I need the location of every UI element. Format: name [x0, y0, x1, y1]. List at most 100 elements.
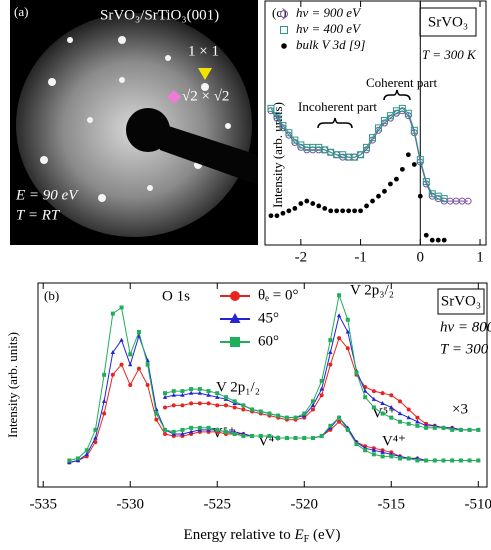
marker: [399, 166, 405, 172]
marker: [180, 403, 185, 408]
marker: [223, 429, 228, 434]
marker: [268, 213, 274, 219]
marker: [337, 336, 342, 341]
marker: [281, 43, 287, 49]
x-tick-label: -535: [29, 496, 57, 512]
marker: [136, 329, 141, 334]
marker: [206, 389, 211, 394]
marker: [422, 178, 430, 186]
x-label-part: (eV): [309, 527, 340, 543]
annotation: V 2p₃/₂: [350, 282, 394, 298]
marker: [441, 237, 447, 243]
marker: [250, 407, 255, 412]
marker: [382, 188, 387, 194]
marker: [424, 425, 429, 430]
marker: [406, 421, 411, 426]
legend-label: hν = 400 eV: [296, 21, 362, 36]
marker: [380, 400, 385, 405]
marker: [364, 203, 369, 209]
marker: [171, 389, 176, 394]
legend-label: 45°: [258, 310, 279, 326]
sample-holder: [150, 120, 258, 185]
marker: [328, 208, 334, 214]
annotation: V 2p₁/₂: [216, 379, 260, 395]
marker: [267, 411, 272, 416]
marker: [397, 419, 402, 424]
x-tick-label: -515: [378, 496, 406, 512]
zoom-label: ×3: [452, 401, 468, 417]
marker: [435, 237, 441, 243]
marker: [223, 395, 228, 400]
marker: [286, 208, 292, 214]
marker: [380, 454, 385, 459]
marker: [171, 392, 176, 397]
marker: [215, 403, 220, 408]
marker: [380, 117, 388, 125]
marker: [450, 458, 455, 463]
y-axis-label: Intensity (arb. units): [270, 102, 285, 208]
temperature-label: T = 300 K: [440, 341, 491, 357]
marker: [328, 349, 333, 354]
marker: [322, 206, 328, 211]
x-tick-label: -520: [291, 496, 319, 512]
marker: [291, 136, 299, 144]
panel-b-frame: [37, 282, 488, 488]
marker: [279, 121, 287, 129]
marker: [371, 447, 377, 452]
marker: [417, 193, 423, 199]
marker: [371, 405, 376, 410]
marker: [232, 431, 237, 436]
temperature-label: T = 300 K: [422, 47, 477, 62]
marker: [145, 362, 150, 367]
marker: [429, 237, 435, 243]
marker: [84, 451, 89, 456]
marker: [197, 390, 203, 395]
marker: [345, 346, 350, 351]
marker: [354, 442, 359, 447]
x-tick-label: -1: [354, 249, 367, 265]
marker: [284, 436, 289, 441]
spot-label: √2 × √2: [182, 88, 229, 104]
x-tick-label: 1: [476, 249, 484, 265]
marker: [197, 425, 202, 430]
marker: [267, 104, 275, 112]
marker: [328, 423, 333, 428]
annotation: Incoherent part: [298, 99, 377, 114]
marker: [163, 391, 168, 396]
x-axis-label: Energy relative to EF (eV): [184, 527, 341, 545]
marker: [363, 395, 368, 400]
electron-gun: [126, 108, 170, 152]
marker: [84, 448, 89, 453]
marker: [197, 401, 202, 406]
marker: [397, 456, 402, 461]
marker: [371, 452, 376, 457]
sample-box: [437, 288, 485, 315]
marker: [215, 427, 220, 432]
marker: [354, 370, 359, 375]
marker: [415, 415, 420, 420]
panel-label: (a): [14, 4, 28, 19]
legend-label: θₑ = 0°: [258, 287, 299, 303]
x-tick-label: -525: [204, 496, 232, 512]
marker: [352, 208, 357, 214]
marker: [340, 208, 346, 214]
marker: [302, 436, 307, 441]
marker: [371, 396, 377, 401]
marker: [215, 391, 220, 396]
marker: [319, 378, 324, 383]
marker: [276, 413, 281, 418]
marker: [346, 208, 352, 214]
marker: [406, 456, 411, 461]
marker: [398, 104, 406, 112]
marker: [110, 372, 115, 377]
marker: [380, 449, 385, 454]
marker: [319, 386, 324, 391]
panel-label: (b): [44, 288, 59, 303]
marker: [423, 232, 429, 238]
marker: [293, 415, 298, 420]
marker: [163, 427, 168, 432]
marker: [285, 129, 293, 137]
marker: [93, 440, 98, 445]
marker: [464, 197, 472, 205]
legend-label: 60°: [258, 333, 279, 349]
